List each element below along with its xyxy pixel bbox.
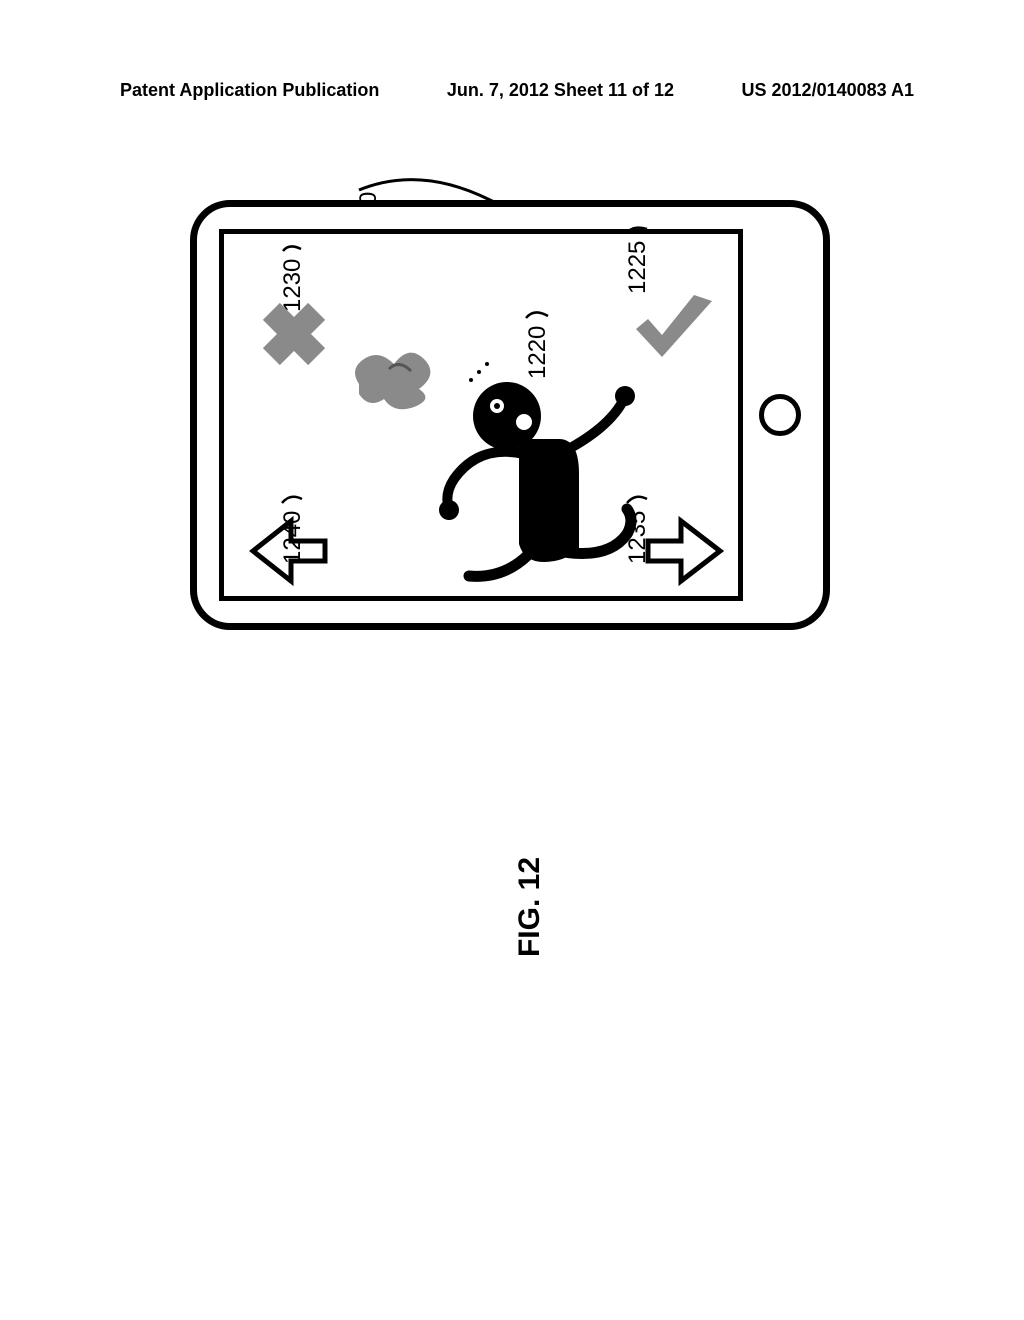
leader-1220-icon <box>524 304 552 322</box>
up-arrow-icon <box>644 509 724 594</box>
leader-1240-icon <box>280 489 306 507</box>
figure-caption-text: FIG. 12 <box>513 857 546 957</box>
home-button-icon <box>759 394 801 436</box>
leader-1225-icon <box>625 219 651 237</box>
leader-1230-icon <box>281 239 305 255</box>
character-icon <box>409 344 649 594</box>
cross-icon <box>254 294 334 374</box>
header-center: Jun. 7, 2012 Sheet 11 of 12 <box>427 80 694 101</box>
figure-caption: FIG. 12 <box>513 857 547 957</box>
header-row: Patent Application Publication Jun. 7, 2… <box>0 80 1024 101</box>
ref-1225-text: 1225 <box>624 241 652 294</box>
ref-1225: 1225 <box>624 219 652 294</box>
header-right: US 2012/0140083 A1 <box>742 80 914 101</box>
figure-area: 1210 1225 1220 1230 1235 <box>120 150 840 1200</box>
device-outline: 1225 1220 1230 1235 1240 <box>190 200 830 630</box>
header-left: Patent Application Publication <box>120 80 379 101</box>
screen: 1225 1220 1230 1235 1240 <box>219 229 743 601</box>
down-arrow-icon <box>249 509 329 594</box>
